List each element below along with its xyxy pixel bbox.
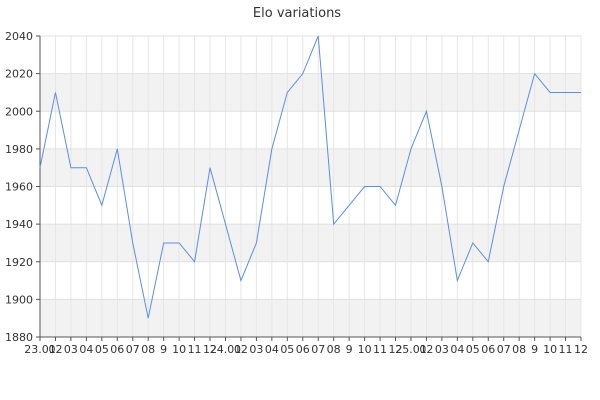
chart-title: Elo variations: [253, 6, 341, 21]
x-tick-label: 04: [450, 343, 464, 356]
grid-band: [40, 224, 581, 262]
x-tick-label: 25.01: [395, 343, 427, 356]
x-tick-label: 02: [48, 343, 62, 356]
x-tick-label: 23.01: [24, 343, 56, 356]
series-layer: [39, 35, 581, 319]
x-tick-label: 10: [358, 343, 372, 356]
y-tick-label: 1920: [5, 256, 33, 269]
grid-band: [40, 148, 581, 187]
x-tick-label: 10: [172, 343, 186, 356]
x-tick-label: 08: [512, 343, 526, 356]
background-bands: [40, 73, 581, 337]
x-tick-label: 03: [435, 343, 449, 356]
x-tick-label: 11: [373, 343, 387, 356]
y-tick-label: 2040: [5, 30, 33, 43]
x-tick-label: 06: [110, 343, 124, 356]
series-line: [39, 35, 581, 319]
x-tick-label: 04: [79, 343, 93, 356]
y-tick-label: 1940: [5, 218, 33, 231]
x-tick-label: 06: [481, 343, 495, 356]
x-tick-label: 12: [389, 343, 403, 356]
y-tick-label: 2000: [5, 105, 33, 118]
x-tick-label: 04: [265, 343, 279, 356]
x-tick-label: 11: [559, 343, 573, 356]
x-tick-label: 08: [141, 343, 155, 356]
x-tick-label: 06: [296, 343, 310, 356]
x-tick-label: 12: [574, 343, 588, 356]
y-tick-label: 2020: [5, 68, 33, 81]
x-tick-label: 07: [497, 343, 511, 356]
y-tick-label: 1980: [5, 143, 33, 156]
grid-band: [40, 73, 581, 112]
x-tick-label: 07: [126, 343, 140, 356]
x-tick-label: 9: [346, 343, 353, 356]
y-tick-labels: 1880 1900 1920 1940 1960 1980 2000 2020 2040: [5, 30, 33, 344]
x-tick-label: 05: [95, 343, 109, 356]
y-tick-label: 1960: [5, 181, 33, 194]
y-tick-label: 1880: [5, 331, 33, 344]
x-tick-label: 02: [419, 343, 433, 356]
x-tick-label: 12: [203, 343, 217, 356]
x-tick-label: 05: [280, 343, 294, 356]
x-tick-label: 08: [327, 343, 341, 356]
x-tick-label: 07: [311, 343, 325, 356]
x-tick-label: 9: [160, 343, 167, 356]
x-tick-label: 02: [234, 343, 248, 356]
x-tick-label: 05: [466, 343, 480, 356]
x-tick-label: 11: [188, 343, 202, 356]
y-tick-label: 1900: [5, 293, 33, 306]
x-tick-label: 03: [64, 343, 78, 356]
axes: [36, 35, 582, 341]
x-tick-label: 24.01: [210, 343, 242, 356]
x-tick-label: 10: [543, 343, 557, 356]
x-tick-label: 03: [249, 343, 263, 356]
grid-band: [40, 299, 581, 337]
x-tick-label: 9: [531, 343, 538, 356]
horizontal-grid: [40, 35, 581, 338]
